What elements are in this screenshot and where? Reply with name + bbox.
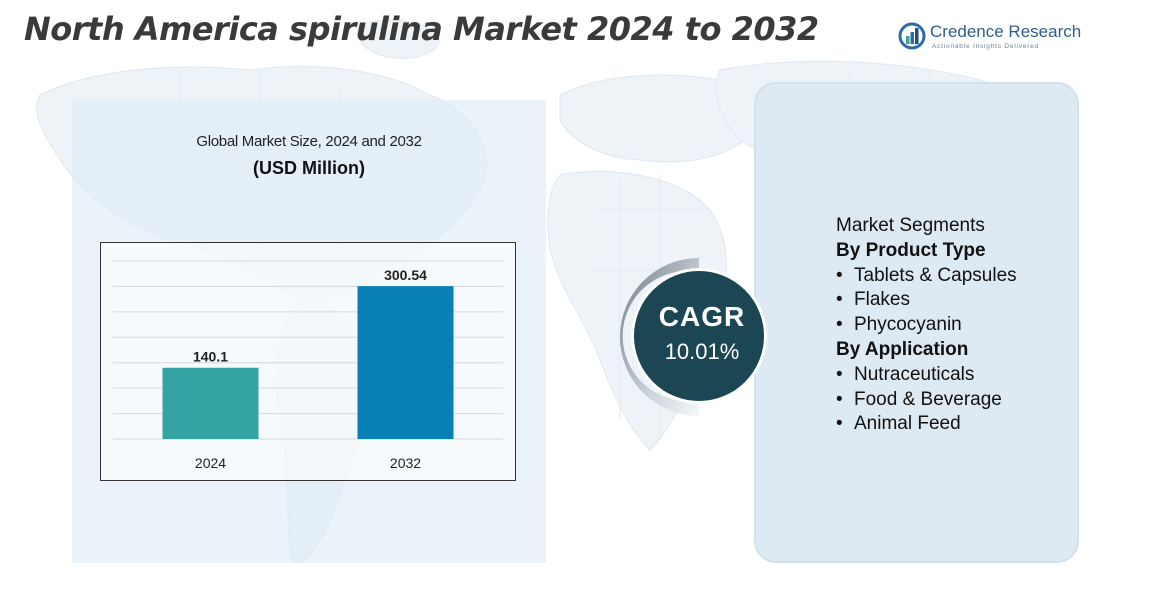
segment-item: Food & Beverage bbox=[836, 388, 1017, 413]
segment-category-product-type: By Product Type bbox=[836, 239, 986, 261]
cagr-label: CAGR bbox=[658, 301, 746, 332]
segment-category-application: By Application bbox=[836, 338, 969, 360]
bar-chart: 140.1 2024 300.54 2032 bbox=[100, 242, 516, 481]
chart-subtitle: (USD Million) bbox=[253, 158, 365, 178]
x-tick-label-2024: 2024 bbox=[195, 455, 226, 471]
segment-item: Phycocyanin bbox=[836, 313, 1017, 338]
bar-chart-svg: 140.1 2024 300.54 2032 bbox=[113, 260, 503, 471]
segments-header: Market Segments bbox=[836, 215, 985, 236]
x-tick-label-2032: 2032 bbox=[390, 455, 421, 471]
cagr-badge: CAGR 10.01% bbox=[597, 246, 773, 422]
cagr-value: 10.01% bbox=[664, 339, 740, 364]
market-segments-list: Market Segments By Product Type Tablets … bbox=[836, 214, 1017, 437]
logo-tagline: Actionable Insights Delivered bbox=[932, 43, 1040, 50]
cagr-circle: CAGR 10.01% bbox=[631, 268, 767, 404]
credence-research-logo: Credence Research Actionable Insights De… bbox=[898, 20, 1088, 54]
page-title: North America spirulina Market 2024 to 2… bbox=[24, 10, 819, 48]
bar-2024 bbox=[162, 367, 259, 439]
logo-name: Credence Research bbox=[930, 22, 1082, 41]
chart-title: Global Market Size, 2024 and 2032 bbox=[196, 133, 422, 150]
segment-item: Tablets & Capsules bbox=[836, 264, 1017, 289]
segment-item: Nutraceuticals bbox=[836, 363, 1017, 388]
bar-2032 bbox=[357, 286, 454, 439]
data-label-2032: 300.54 bbox=[384, 267, 427, 283]
bar-chart-logo-icon bbox=[898, 22, 926, 50]
segment-item: Animal Feed bbox=[836, 412, 1017, 437]
segment-item: Flakes bbox=[836, 288, 1017, 313]
data-label-2024: 140.1 bbox=[193, 349, 228, 365]
